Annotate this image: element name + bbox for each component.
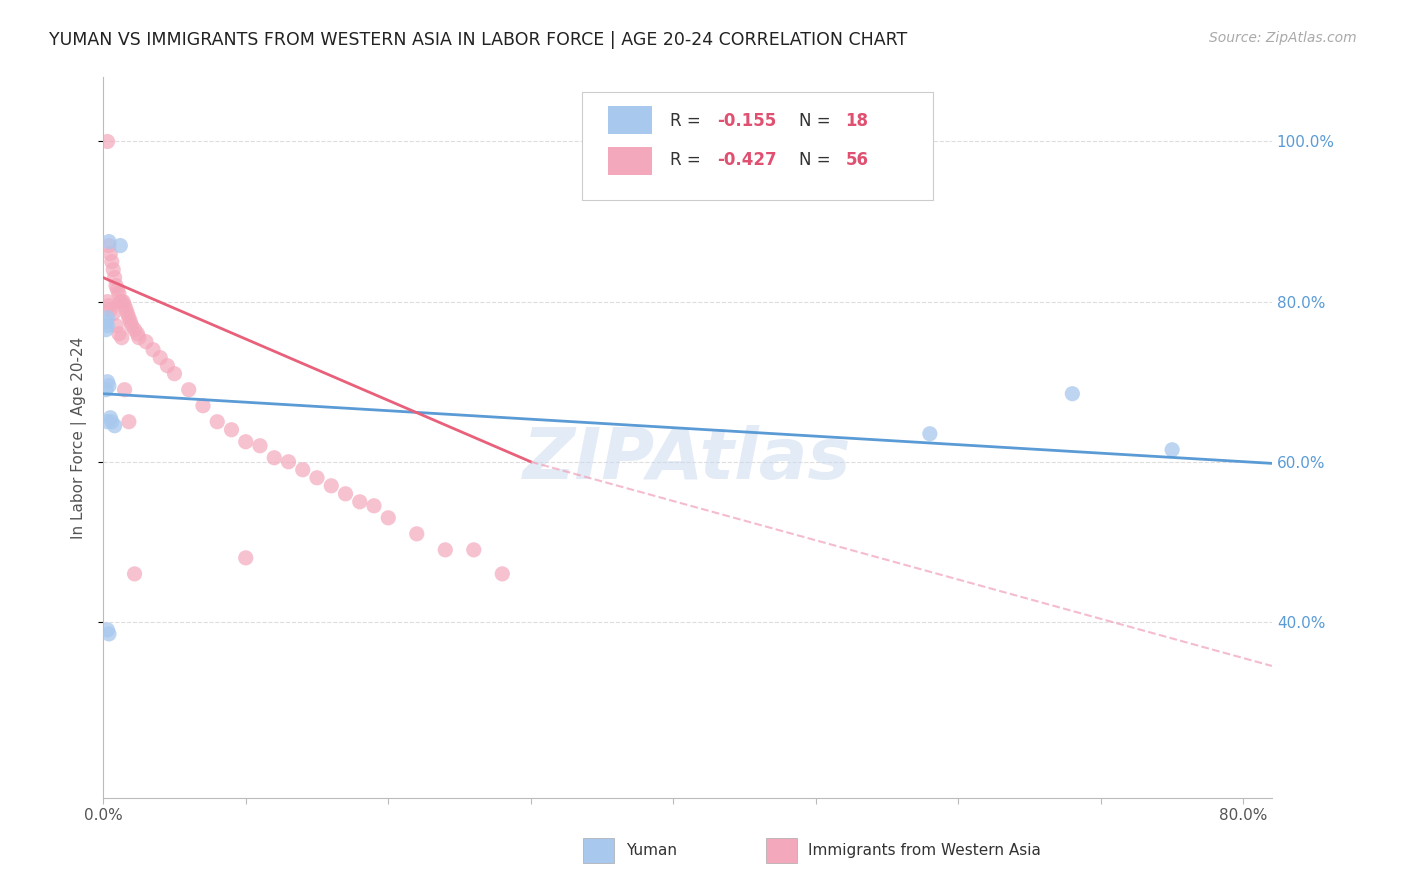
- Point: [135, 334, 157, 349]
- Point: [96, 310, 118, 325]
- Point: [335, 487, 357, 501]
- Text: N =: N =: [799, 112, 835, 129]
- Point: [118, 310, 141, 325]
- Point: [97, 378, 120, 392]
- Text: -0.155: -0.155: [717, 112, 776, 129]
- FancyBboxPatch shape: [583, 838, 614, 863]
- Point: [249, 439, 271, 453]
- Point: [377, 511, 399, 525]
- Point: [124, 566, 146, 581]
- Point: [97, 238, 120, 252]
- Point: [321, 479, 343, 493]
- Point: [97, 235, 120, 249]
- Point: [463, 542, 485, 557]
- Point: [98, 302, 121, 317]
- Text: YUMAN VS IMMIGRANTS FROM WESTERN ASIA IN LABOR FORCE | AGE 20-24 CORRELATION CHA: YUMAN VS IMMIGRANTS FROM WESTERN ASIA IN…: [49, 31, 907, 49]
- Point: [96, 375, 118, 389]
- Point: [128, 331, 150, 345]
- Point: [115, 302, 138, 317]
- Text: 56: 56: [845, 152, 869, 169]
- Point: [104, 418, 127, 433]
- Point: [277, 455, 299, 469]
- Point: [108, 326, 131, 341]
- Point: [1161, 442, 1184, 457]
- Point: [97, 627, 120, 641]
- Point: [96, 623, 118, 637]
- Point: [434, 542, 457, 557]
- Point: [405, 526, 427, 541]
- Text: -0.427: -0.427: [717, 152, 776, 169]
- Point: [142, 343, 165, 357]
- Point: [96, 318, 118, 333]
- Point: [121, 318, 143, 333]
- Text: R =: R =: [671, 112, 706, 129]
- Point: [111, 294, 134, 309]
- Point: [305, 471, 328, 485]
- Point: [103, 307, 125, 321]
- Text: ZIPAtlas: ZIPAtlas: [523, 425, 852, 494]
- Point: [918, 426, 941, 441]
- FancyBboxPatch shape: [607, 147, 652, 175]
- FancyBboxPatch shape: [582, 92, 934, 200]
- Point: [221, 423, 243, 437]
- Point: [97, 299, 120, 313]
- Point: [100, 415, 122, 429]
- Point: [120, 315, 142, 329]
- FancyBboxPatch shape: [607, 106, 652, 134]
- Point: [114, 299, 136, 313]
- Point: [96, 415, 118, 429]
- Point: [103, 262, 125, 277]
- Text: R =: R =: [671, 152, 706, 169]
- FancyBboxPatch shape: [766, 838, 797, 863]
- Point: [98, 410, 121, 425]
- Point: [263, 450, 285, 465]
- Point: [107, 283, 129, 297]
- Point: [96, 135, 118, 149]
- Point: [112, 294, 135, 309]
- Point: [114, 383, 136, 397]
- Point: [105, 278, 128, 293]
- Point: [118, 415, 141, 429]
- Text: Immigrants from Western Asia: Immigrants from Western Asia: [808, 844, 1042, 858]
- Point: [96, 294, 118, 309]
- Y-axis label: In Labor Force | Age 20-24: In Labor Force | Age 20-24: [72, 336, 87, 539]
- Point: [207, 415, 229, 429]
- Point: [191, 399, 214, 413]
- Point: [156, 359, 179, 373]
- Point: [235, 550, 257, 565]
- Point: [127, 326, 149, 341]
- Point: [98, 246, 121, 260]
- Point: [177, 383, 200, 397]
- Point: [163, 367, 186, 381]
- Point: [363, 499, 385, 513]
- Point: [105, 318, 128, 333]
- Point: [108, 286, 131, 301]
- Point: [291, 463, 314, 477]
- Point: [110, 238, 132, 252]
- Point: [111, 331, 134, 345]
- Text: Yuman: Yuman: [626, 844, 676, 858]
- Text: N =: N =: [799, 152, 835, 169]
- Point: [491, 566, 513, 581]
- Point: [349, 495, 371, 509]
- Point: [149, 351, 172, 365]
- Point: [1062, 386, 1084, 401]
- Text: 18: 18: [845, 112, 869, 129]
- Point: [117, 307, 139, 321]
- Text: Source: ZipAtlas.com: Source: ZipAtlas.com: [1209, 31, 1357, 45]
- Point: [235, 434, 257, 449]
- Point: [100, 254, 122, 268]
- Point: [94, 383, 117, 397]
- Point: [94, 315, 117, 329]
- Point: [104, 270, 127, 285]
- Point: [94, 323, 117, 337]
- Point: [110, 294, 132, 309]
- Point: [124, 323, 146, 337]
